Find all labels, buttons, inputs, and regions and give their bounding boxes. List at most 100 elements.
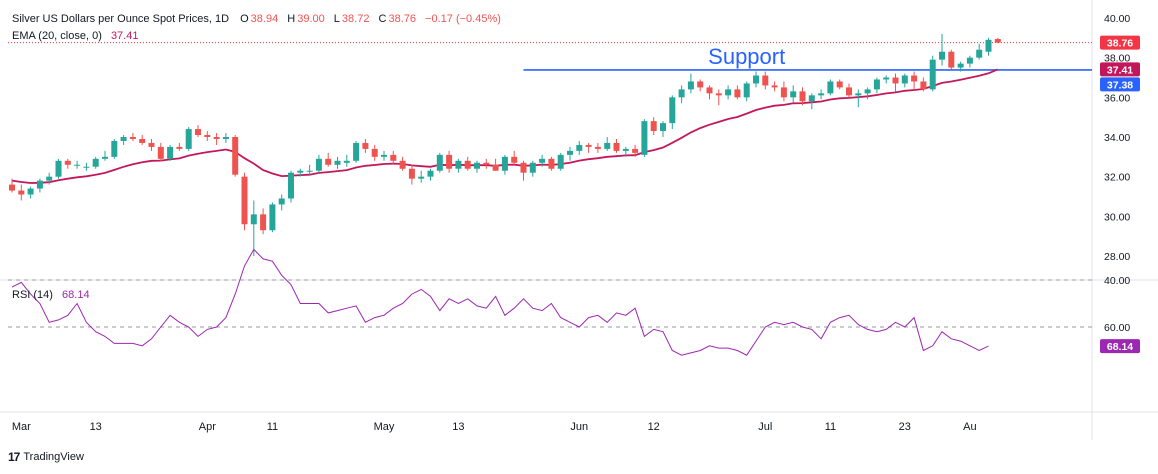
candle-body [725,89,732,96]
support-tag: 37.38 [1107,79,1133,91]
chart-legend: Silver US Dollars per Ounce Spot Prices,… [12,12,503,26]
candle-body [83,166,90,168]
candle-body [195,129,201,136]
candle-body [446,154,453,169]
candle-body [483,162,490,165]
candle-body [436,154,443,171]
price-axis-tick: 36.00 [1104,92,1130,104]
high-value: 39.00 [297,13,325,25]
candle-body [929,59,936,90]
candle-body [399,160,406,169]
candle-body [567,150,573,155]
candle-body [102,156,108,159]
candle-body [743,83,750,98]
candle-body [455,160,462,169]
candle-body [678,89,685,98]
ema-tag-bg [1100,62,1140,77]
rsi-tag-bg [1100,339,1140,354]
candle-body [427,170,434,177]
candle-body [418,176,425,179]
candle-body [660,123,666,132]
candle-body [641,121,648,155]
candle-body [994,39,1001,43]
candle-body [204,135,211,137]
candle-body [892,77,899,84]
candle-body [920,81,927,90]
open-label: O [240,13,249,25]
open-value: 38.94 [250,13,279,25]
last-price-tag-bg [1100,35,1140,50]
time-axis-label: May [374,421,395,433]
support-annotation: Support [708,44,785,69]
last-price-tag: 38.76 [1107,38,1133,50]
candle-body [939,51,945,60]
candle-body [408,168,415,179]
candle-body [362,142,369,149]
candle-body [873,79,880,90]
tradingview-name: TradingView [23,451,84,463]
candle-body [576,144,583,151]
time-axis-label: Apr [199,421,216,433]
candle-body [36,180,43,189]
candle-body [753,75,759,84]
rsi-legend: RSI (14) 68.14 [12,288,92,302]
time-axis-label: 13 [452,421,464,433]
time-axis-label: Au [963,421,976,433]
candle-body [966,57,973,64]
tradingview-logo[interactable]: 17 TradingView [8,450,84,464]
candle-body [27,188,34,195]
candle-body [9,184,15,191]
tradingview-mark-icon: 17 [8,450,20,464]
time-axis-label: 11 [825,421,836,433]
candle-body [520,162,527,173]
ema-value: 37.41 [110,30,139,42]
symbol-title: Silver US Dollars per Ounce Spot Prices,… [12,13,230,25]
candle-body [687,81,694,90]
candle-body [306,170,313,172]
candle-body [390,154,397,161]
candle-body [697,81,704,88]
close-label: C [378,13,387,25]
low-value: 38.72 [341,13,370,25]
candle-body [604,142,611,149]
candle-body [492,164,499,171]
candle-body [250,214,257,225]
candle-body [957,63,964,68]
candle-body [18,190,25,195]
candle-body [818,93,825,96]
candle-body [474,162,480,169]
price-axis-tick: 28.00 [1104,251,1130,263]
candle-body [167,146,174,159]
candle-body [715,93,722,96]
support-tag-bg [1100,77,1140,92]
candle-body [315,158,322,171]
candle-body [585,144,592,147]
candle-body [622,148,629,151]
candle-body [176,146,183,149]
candle-body [706,87,713,94]
price-axis-tick: 38.00 [1104,53,1130,65]
candle-body [529,162,536,173]
candle-body [269,204,276,231]
candle-body [92,158,99,167]
time-axis-label: 11 [267,421,278,433]
candle-body [297,170,304,173]
time-axis-label: 23 [899,421,911,433]
candle-body [790,91,797,98]
candle-body [901,75,908,84]
candle-body [325,158,332,165]
price-axis-tick: 40.00 [1104,13,1130,25]
rsi-tag: 68.14 [1107,341,1133,353]
time-axis-label: 12 [648,421,660,433]
ema-legend: EMA (20, close, 0) 37.41 [12,29,140,43]
candle-body [120,137,127,141]
candle-body [594,146,601,149]
price-axis-tick: 32.00 [1104,172,1130,184]
candle-body [464,160,471,169]
candle-body [381,154,387,157]
rsi-label: RSI (14) [12,289,53,301]
candle-body [371,148,378,157]
candle-body [632,148,639,153]
close-value: 38.76 [388,13,416,25]
